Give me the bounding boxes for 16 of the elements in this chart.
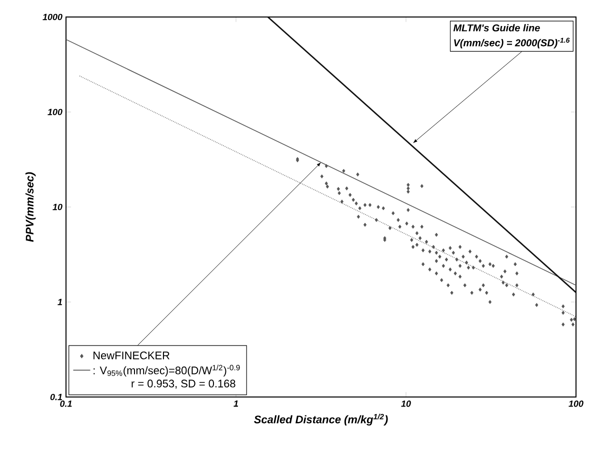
x-tick-label: 10 [401,400,411,407]
annotation: r = 0.953, SD = 0.168 [132,380,236,389]
y-tick-label: 10 [52,204,62,210]
y-tick-label: 1 [58,298,62,306]
y-tick-label: 1000 [42,14,62,20]
legend-label: NewFINECKER [94,352,170,360]
x-tick-label: 1 [234,400,238,407]
x-tick-label: 0.1 [60,400,72,407]
y-tick-label: 0.1 [50,394,62,400]
x-axis-title: Scalled Distance (m/kg$^{1/2}$) [254,414,388,426]
y-tick-label: 100 [48,108,62,116]
annotation: MLTM's Guide line [453,24,540,32]
x-tick-label: 100 [568,400,584,407]
legend-label: : V$_{95%}$(mm/sec)=80(D/W$^{1/2}$)$^{-0.9}$ [94,364,240,376]
y-axis-title: PPV(mm/sec) [25,172,36,242]
annotation: V(mm/sec) = 2000(SD)$^{-1.6}$ [454,38,570,48]
